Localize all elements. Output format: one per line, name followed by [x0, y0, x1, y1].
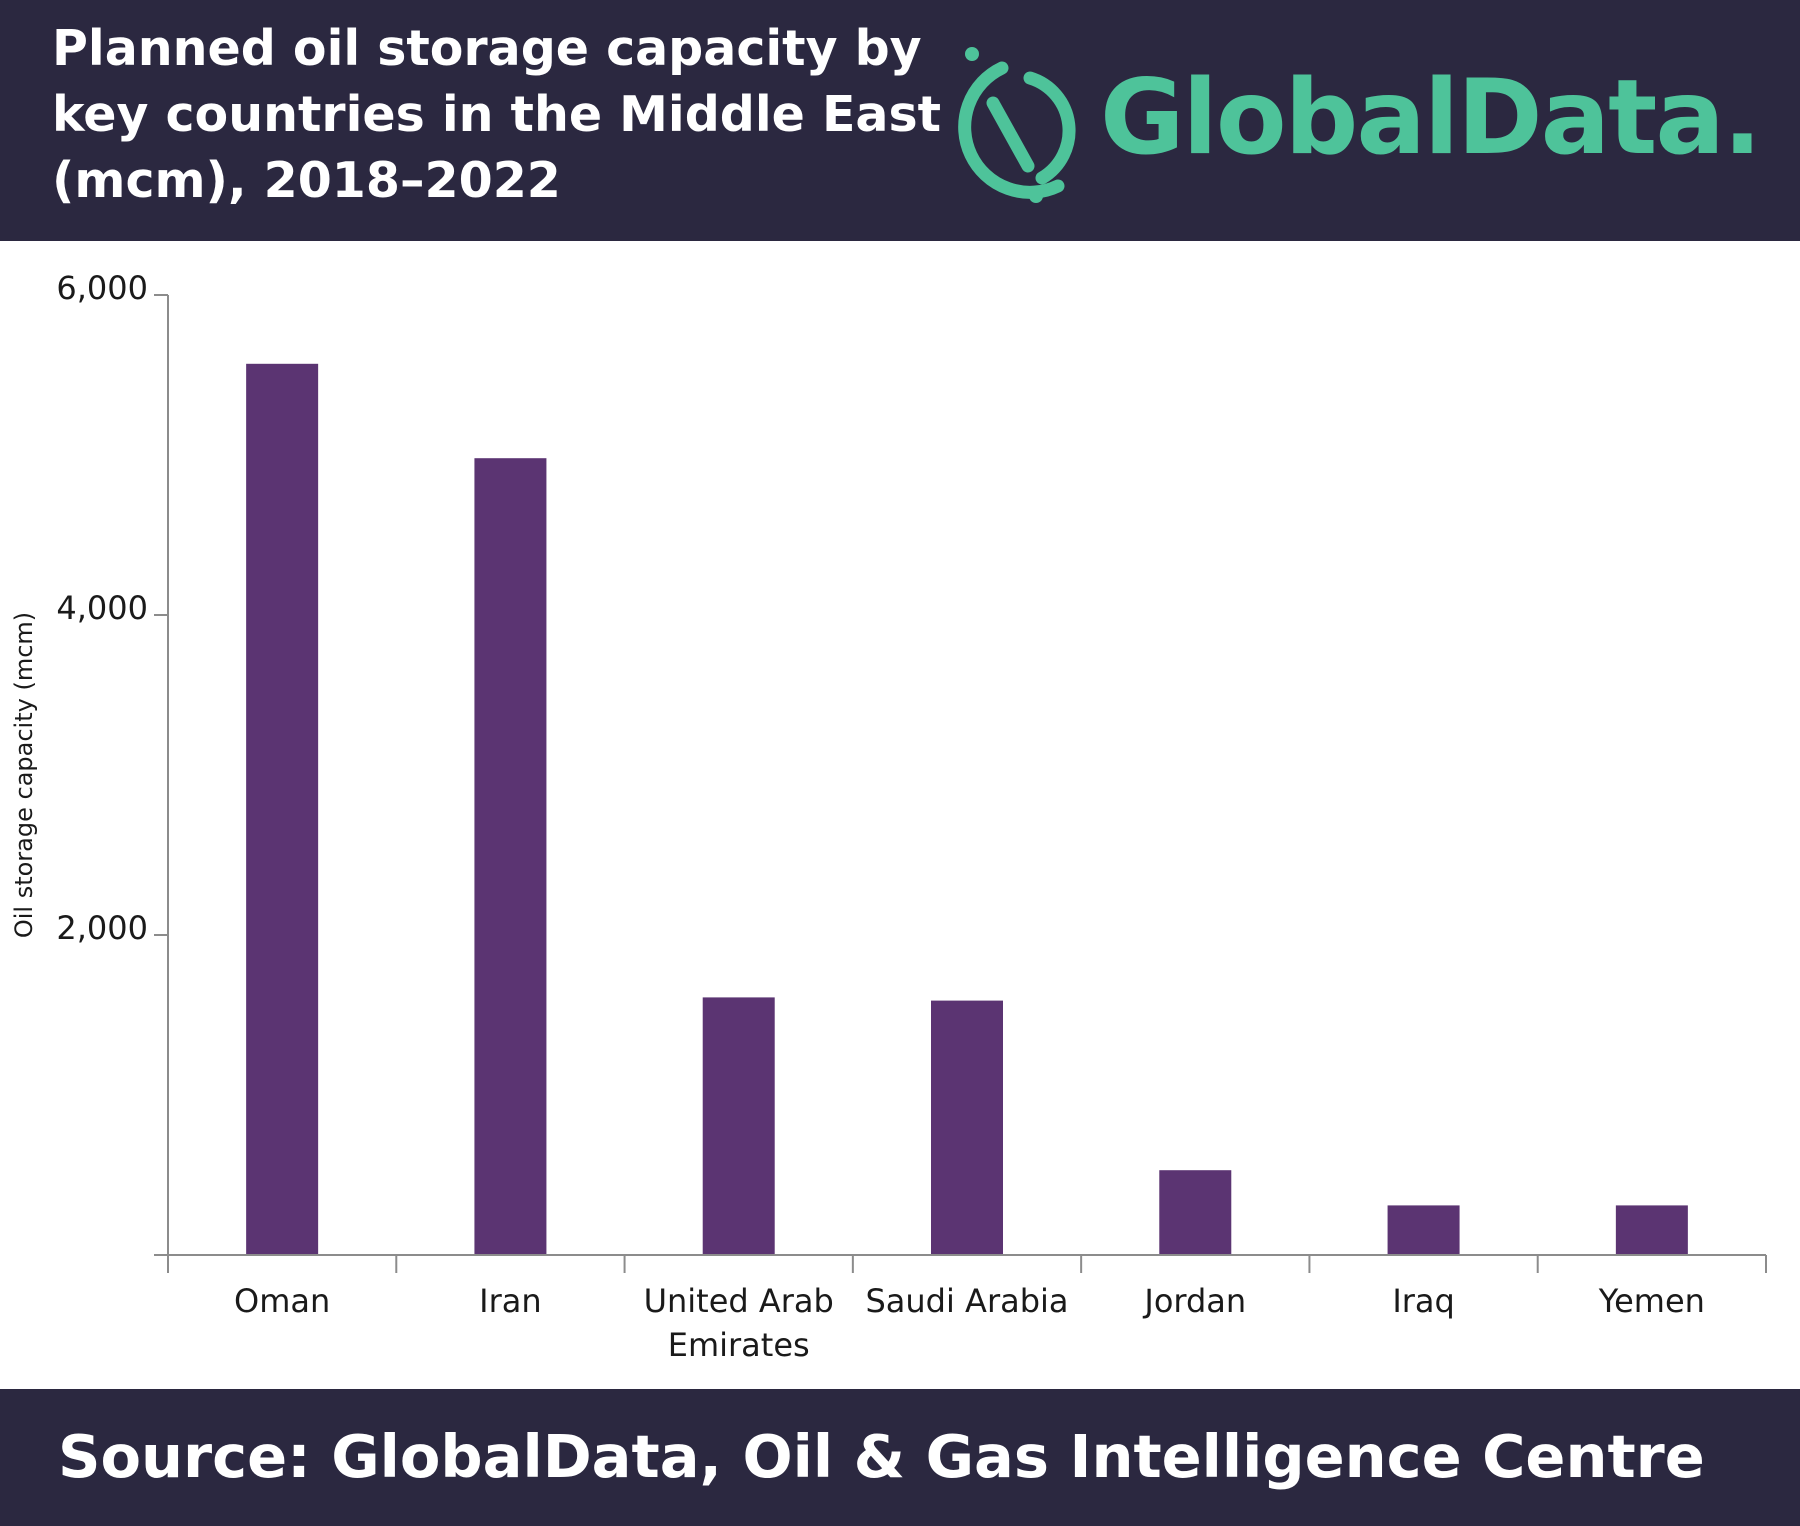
- x-tick-label: Iran: [479, 1282, 541, 1320]
- y-tick-label: 2,000: [56, 909, 148, 947]
- x-tick-label: Jordan: [1142, 1282, 1246, 1320]
- bar-chart: 2,000 4,000 6,000 Oman Iran United Arab Emirat…: [10, 269, 1767, 1364]
- bar-yemen: [1615, 1205, 1688, 1255]
- bar-saudi-arabia: [931, 1000, 1003, 1255]
- bars-group: [246, 363, 1688, 1255]
- globaldata-logo-icon: [958, 47, 1076, 203]
- bar-iraq: [1387, 1205, 1460, 1255]
- x-tick-label: United Arab: [644, 1282, 834, 1320]
- axes-group: [154, 294, 1767, 1273]
- chart-title: Planned oil storage capacity by key coun…: [52, 20, 942, 209]
- bar-iran: [474, 458, 547, 1255]
- globaldata-logo: GlobalData.: [930, 38, 1800, 208]
- y-axis-title: Oil storage capacity (mcm): [10, 612, 38, 938]
- footer-banner: Source: GlobalData, Oil & Gas Intelligen…: [0, 1389, 1800, 1526]
- y-tick-label: 6,000: [56, 269, 148, 307]
- x-tick-label: Oman: [234, 1282, 330, 1320]
- bar-oman: [246, 363, 319, 1255]
- labels-group: 2,000 4,000 6,000 Oman Iran United Arab Emirat…: [10, 269, 1705, 1364]
- chart-area: 2,000 4,000 6,000 Oman Iran United Arab Emirat…: [0, 241, 1800, 1389]
- bar-united-arab-emirates: [702, 997, 775, 1255]
- x-tick-label: Emirates: [668, 1326, 810, 1364]
- x-tick-label: Iraq: [1392, 1282, 1455, 1320]
- y-tick-label: 4,000: [56, 589, 148, 627]
- bar-jordan: [1159, 1170, 1232, 1255]
- header-banner: Planned oil storage capacity by key coun…: [0, 0, 1800, 241]
- source-note: Source: GlobalData, Oil & Gas Intelligen…: [58, 1422, 1705, 1491]
- logo-wordmark: GlobalData.: [1100, 58, 1762, 178]
- x-tick-label: Yemen: [1598, 1282, 1705, 1320]
- x-tick-label: Saudi Arabia: [865, 1282, 1068, 1320]
